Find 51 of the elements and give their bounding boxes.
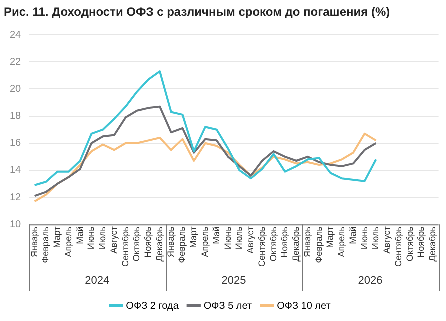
x-tick-label: Август — [108, 226, 119, 254]
x-tick-label: Октябрь — [404, 226, 415, 262]
chart-title: Рис. 11. Доходности ОФЗ с различным сроком до погашения (%) — [3, 4, 392, 21]
y-tick-label: 14 — [10, 165, 22, 176]
y-tick-label: 10 — [10, 219, 22, 230]
x-tick-label: Март — [52, 226, 62, 248]
x-tick-label: Сентябрь — [393, 226, 404, 268]
x-tick-label: Январь — [166, 226, 176, 258]
x-tick-label: Ноябрь — [416, 226, 426, 258]
x-tick-label: Март — [188, 226, 199, 248]
legend-label: ОФЗ 10 лет — [277, 300, 332, 312]
x-tick-label: Декабрь — [154, 226, 164, 262]
x-tick-label: Февраль — [177, 226, 188, 264]
legend-label: ОФЗ 5 лет — [204, 300, 252, 312]
x-tick-label: Май — [211, 226, 222, 244]
x-tick-label: Январь — [29, 226, 40, 258]
x-tick-label: Ноябрь — [143, 226, 154, 258]
x-tick-label: Май — [348, 226, 358, 244]
y-tick-label: 20 — [10, 84, 22, 95]
y-tick-label: 18 — [10, 111, 22, 122]
x-tick-label: Июль — [370, 226, 381, 250]
legend-label: ОФЗ 2 года — [126, 300, 180, 312]
x-tick-label: Апрель — [200, 226, 210, 258]
y-tick-label: 16 — [10, 138, 22, 150]
x-tick-label: Июль — [234, 226, 244, 250]
x-tick-label: Декабрь — [291, 226, 302, 262]
x-tick-label: Февраль — [40, 226, 51, 264]
text: 2024 — [85, 275, 110, 288]
x-tick-label: Апрель — [336, 226, 347, 258]
x-tick-label: Июнь — [359, 226, 370, 250]
x-tick-label: Апрель — [63, 226, 74, 258]
y-tick-label: 22 — [10, 56, 22, 68]
text: 2026 — [358, 275, 383, 288]
x-tick-label: Июнь — [86, 226, 96, 250]
x-tick-label: Август — [382, 226, 392, 254]
x-tick-label: Март — [325, 226, 336, 248]
y-tick-label: 24 — [10, 30, 22, 41]
x-tick-label: Декабрь — [428, 226, 438, 262]
x-tick-label: Июнь — [222, 226, 233, 250]
x-tick-label: Январь — [302, 226, 312, 258]
y-tick-label: 12 — [10, 192, 22, 204]
x-tick-label: Октябрь — [268, 226, 278, 262]
x-tick-label: Май — [74, 226, 85, 244]
x-tick-label: Август — [246, 226, 256, 254]
x-tick-label: Июль — [98, 226, 108, 250]
x-tick-label: Октябрь — [132, 226, 142, 262]
x-tick-label: Ноябрь — [280, 226, 290, 258]
x-tick-label: Сентябрь — [120, 226, 130, 268]
x-tick-label: Сентябрь — [256, 226, 267, 268]
x-tick-label: Февраль — [314, 226, 324, 264]
text: 2025 — [222, 275, 246, 288]
